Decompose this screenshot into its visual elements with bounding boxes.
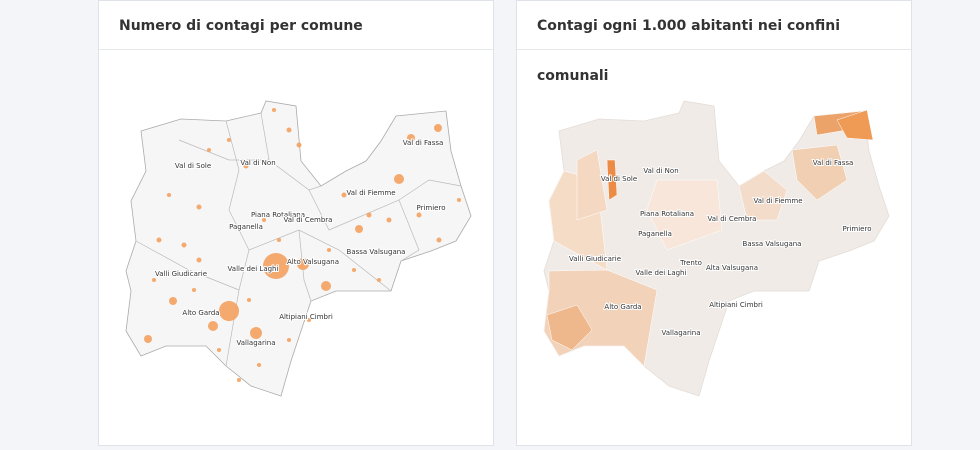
- bubble: [216, 347, 222, 353]
- bubble: [320, 280, 332, 292]
- map-label: Altipiani Cimbri: [709, 301, 763, 309]
- bubble: [366, 212, 372, 218]
- area-shade: [546, 304, 593, 351]
- map-label: Trento: [679, 259, 702, 267]
- area-shade: [791, 144, 848, 201]
- map-label: Piana Rotaliana: [251, 211, 305, 219]
- bubble: [156, 237, 162, 243]
- bubble: [436, 237, 442, 243]
- bubble: [166, 192, 172, 198]
- map-label: Paganella: [229, 223, 263, 231]
- map: Val di Sole Val di Non Val di Fassa Val di …: [543, 100, 890, 397]
- map-label: Vallagarina: [237, 339, 276, 347]
- bubble: [143, 334, 153, 344]
- bubble: [196, 204, 202, 210]
- map-label: Valli Giudicarie: [569, 255, 621, 263]
- bubble: [256, 362, 262, 368]
- bubble: [181, 242, 187, 248]
- bubble: [286, 127, 292, 133]
- bubble: [354, 224, 364, 234]
- map-label: Val di Sole: [175, 162, 211, 170]
- bubble: [351, 267, 357, 273]
- map-label: Valle dei Laghi: [228, 265, 279, 273]
- bubble: [243, 163, 249, 169]
- map-label: Val di Fassa: [813, 159, 854, 167]
- map-label: Val di Cembra: [284, 216, 333, 224]
- bubble: [236, 377, 242, 383]
- bubble: [286, 337, 292, 343]
- bubble: [218, 300, 240, 322]
- panel: Contagi ogni 1.000 abitanti nei confini …: [516, 0, 912, 446]
- bubble: [206, 147, 212, 153]
- bubble: [326, 247, 332, 253]
- area-shade: [738, 170, 788, 221]
- area-shade: [646, 179, 723, 251]
- area-shade: [606, 159, 618, 201]
- bubble: [341, 192, 347, 198]
- bubble: [151, 277, 157, 283]
- map-label: Alto Garda: [604, 303, 641, 311]
- district-border: [260, 112, 322, 191]
- bubble: [433, 123, 443, 133]
- map-label: Bassa Valsugana: [347, 248, 406, 256]
- bubble: [406, 133, 416, 143]
- bubble: [226, 137, 232, 143]
- bubble: [296, 142, 302, 148]
- district-border: [178, 139, 269, 161]
- bubble: [306, 317, 312, 323]
- map-label: Alto Valsugana: [287, 258, 339, 266]
- bubble: [168, 296, 178, 306]
- map-label: Piana Rotaliana: [640, 210, 694, 218]
- bubble: [246, 297, 252, 303]
- bubble: [250, 327, 262, 339]
- map-label: Valli Giudicarie: [155, 270, 207, 278]
- map-label: Val di Sole: [601, 175, 637, 183]
- map-label: Val di Fassa: [403, 139, 444, 147]
- bubble: [191, 287, 197, 293]
- map-label: Val di Fiemme: [753, 197, 802, 205]
- map-label: Alto Garda: [182, 309, 219, 317]
- bubble: [416, 212, 422, 218]
- bubble: [196, 257, 202, 263]
- bubble: [376, 277, 382, 283]
- map-label: Altipiani Cimbri: [279, 313, 333, 321]
- bubble: [261, 217, 267, 223]
- bubble: [276, 237, 282, 243]
- district-border: [135, 240, 240, 291]
- district-border: [225, 120, 250, 367]
- area-shade: [836, 109, 874, 141]
- map: Val di Sole Val di Non Val di Fassa Val di …: [125, 100, 472, 397]
- bubble: [393, 173, 405, 185]
- district-border: [398, 199, 420, 262]
- map-label: Val di Non: [643, 167, 678, 175]
- district-border: [248, 229, 392, 292]
- map-label: Val di Non: [240, 159, 275, 167]
- map-label: Vallagarina: [662, 329, 701, 337]
- panel-title: Numero di contagi per comune: [99, 1, 493, 50]
- bubble: [271, 107, 277, 113]
- map-label: Valle dei Laghi: [636, 269, 687, 277]
- bubble: [263, 253, 289, 279]
- map-label: Val di Cembra: [708, 215, 757, 223]
- map-label: Alta Valsugana: [706, 264, 758, 272]
- district-border: [298, 229, 312, 302]
- bubble: [297, 258, 309, 270]
- map-label: Primiero: [843, 225, 872, 233]
- bubble: [456, 197, 462, 203]
- panel-title: Contagi ogni 1.000 abitanti nei confini …: [517, 1, 911, 84]
- panel: Numero di contagi per comune Val di Sole…: [98, 0, 494, 446]
- map-label: Val di Fiemme: [346, 189, 395, 197]
- area-shade: [576, 149, 608, 221]
- bubble: [207, 320, 219, 332]
- bubble: [386, 217, 392, 223]
- map-label: Bassa Valsugana: [743, 240, 802, 248]
- map-label: Primiero: [417, 204, 446, 212]
- map-label: Paganella: [638, 230, 672, 238]
